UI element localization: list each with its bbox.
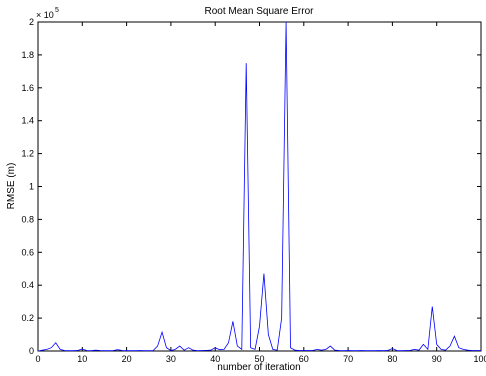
- x-tick-label-7: 70: [343, 354, 353, 364]
- x-axis-label: number of iteration: [217, 362, 300, 373]
- x-axis-ticks: 0 10 20 30 40 50 60 70 80 90 100: [35, 22, 486, 364]
- y-tick-label-0: 0: [29, 346, 34, 356]
- y-multiplier-exponent: 5: [55, 7, 59, 14]
- y-tick-label-5: 1: [29, 182, 34, 192]
- x-tick-label-1: 10: [77, 354, 87, 364]
- x-tick-label-6: 60: [299, 354, 309, 364]
- y-tick-label-4: 0.8: [21, 214, 34, 224]
- x-tick-label-10: 100: [473, 354, 486, 364]
- y-axis-ticks: 0 0.2 0.4 0.6 0.8 1 1.2 1.4 1.6 1.8 2: [21, 17, 481, 356]
- x-tick-label-5: 50: [254, 354, 264, 364]
- y-axis-label: RMSE (m): [6, 163, 17, 210]
- x-tick-label-9: 90: [432, 354, 442, 364]
- y-tick-label-3: 0.6: [21, 247, 34, 257]
- y-multiplier: × 10 5: [36, 7, 59, 20]
- x-tick-label-0: 0: [35, 354, 40, 364]
- x-tick-label-4: 40: [210, 354, 220, 364]
- x-tick-label-2: 20: [122, 354, 132, 364]
- y-tick-label-10: 2: [29, 17, 34, 27]
- rmse-series-line: [37, 21, 481, 352]
- y-tick-label-8: 1.6: [21, 83, 34, 93]
- x-tick-label-8: 80: [387, 354, 397, 364]
- chart-title: Root Mean Square Error: [205, 6, 315, 17]
- y-tick-label-1: 0.2: [21, 313, 34, 323]
- y-tick-label-9: 1.8: [21, 50, 34, 60]
- y-tick-label-6: 1.2: [21, 149, 34, 159]
- y-tick-label-7: 1.4: [21, 116, 34, 126]
- plot-area: [37, 21, 482, 352]
- y-tick-label-2: 0.4: [21, 280, 34, 290]
- y-multiplier-base: × 10: [36, 10, 54, 20]
- x-tick-label-3: 30: [166, 354, 176, 364]
